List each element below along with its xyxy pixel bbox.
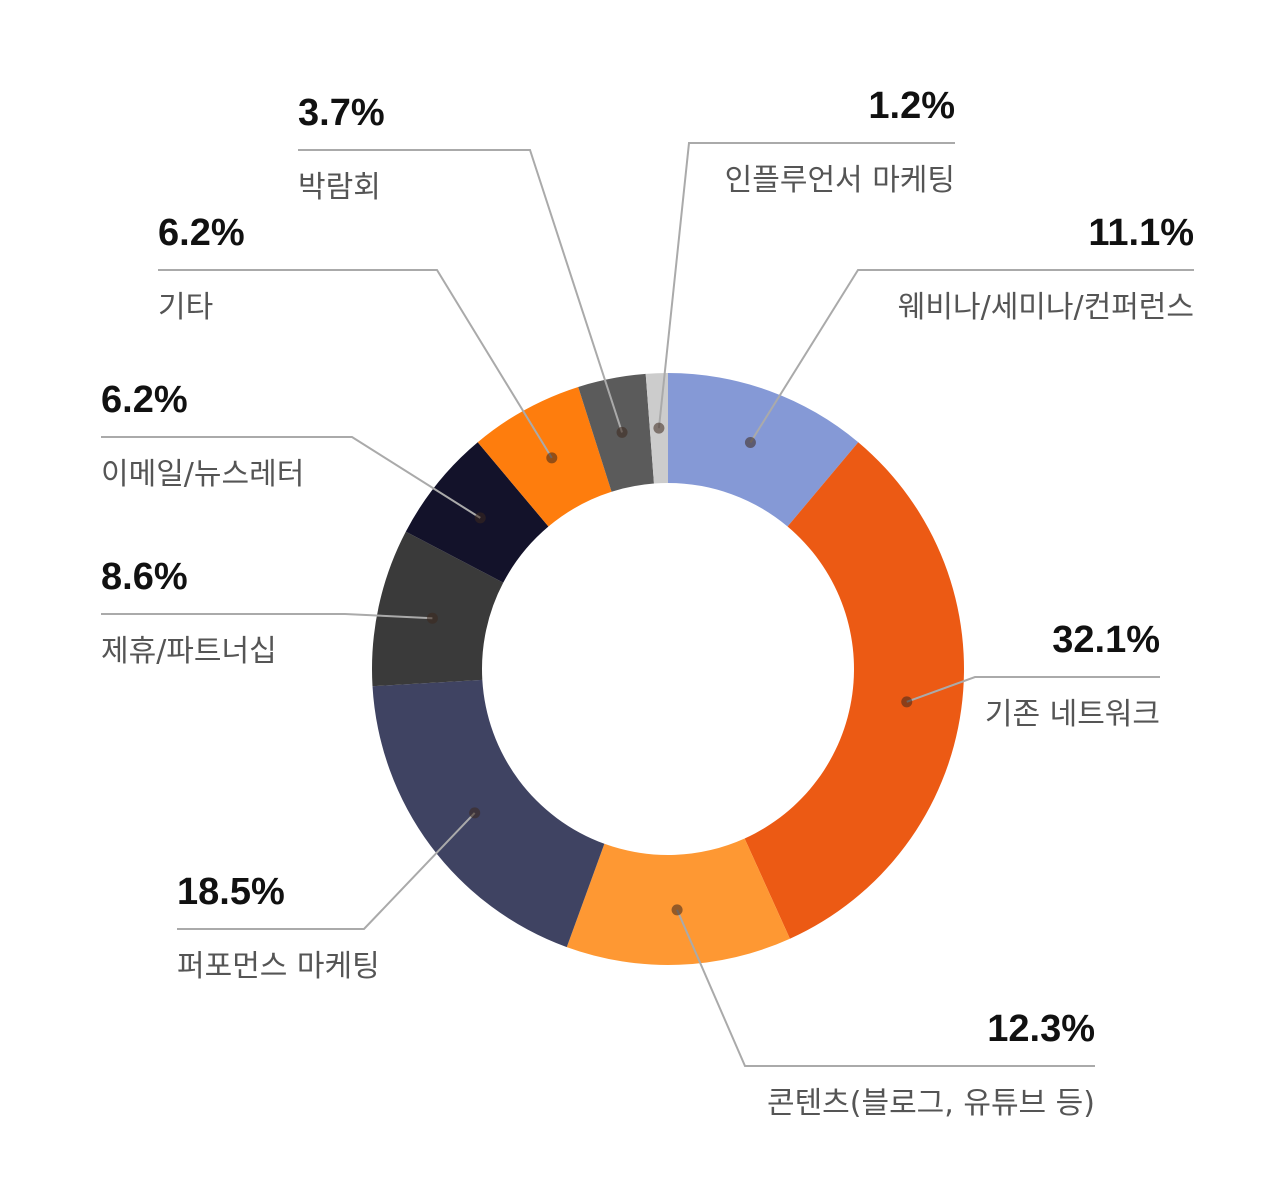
leader-line — [906, 676, 1160, 703]
leader-dot — [671, 904, 683, 916]
slice — [372, 531, 504, 687]
slice-percent: 12.3% — [987, 1008, 1095, 1050]
slice — [405, 442, 549, 583]
leader-line — [177, 812, 476, 930]
leader-dot — [474, 512, 486, 524]
slice — [372, 679, 605, 948]
slice — [668, 373, 859, 527]
slice-percent: 18.5% — [177, 871, 285, 913]
leader-dot — [744, 437, 756, 449]
labels: 11.1% 웨비나/세미나/컨퍼런스 32.1% 기존 네트워크 12.3% 콘텐츠(블로… — [101, 85, 1194, 1121]
slice — [566, 838, 790, 965]
leader-line — [101, 436, 481, 519]
slice-label: 제휴/파트너십 — [101, 634, 277, 669]
slice-label: 콘텐츠(블로그, 유튜브 등) — [767, 1086, 1095, 1121]
leader-dot — [546, 452, 558, 464]
leader-line — [101, 613, 433, 620]
slice-label: 기타 — [158, 290, 213, 325]
slice-percent: 6.2% — [101, 379, 188, 421]
leader-line — [158, 269, 553, 459]
slice-label: 퍼포먼스 마케팅 — [177, 949, 380, 984]
leader-lines — [101, 142, 1194, 1067]
slice — [744, 442, 964, 939]
leader-dot — [901, 696, 913, 708]
slice-label: 박람회 — [298, 170, 381, 205]
leader-line — [657, 142, 955, 429]
slice-percent: 3.7% — [298, 92, 385, 134]
leader-line — [749, 269, 1194, 444]
slice-label: 웨비나/세미나/컨퍼런스 — [898, 290, 1194, 325]
slice-percent: 11.1% — [1088, 212, 1194, 254]
slice-label: 기존 네트워크 — [985, 697, 1160, 732]
slice-label: 인플루언서 마케팅 — [725, 163, 955, 198]
slice — [578, 373, 654, 492]
slice-percent: 6.2% — [158, 212, 245, 254]
leader-dot — [426, 612, 438, 624]
slice-percent: 8.6% — [101, 556, 188, 598]
leader-dot — [469, 807, 481, 819]
slice-label: 이메일/뉴스레터 — [101, 457, 304, 492]
slice-percent: 1.2% — [868, 85, 955, 127]
leader-line — [676, 909, 1095, 1067]
slice-percent: 32.1% — [1052, 619, 1160, 661]
slice — [477, 386, 612, 527]
leader-dot — [653, 422, 665, 434]
slices — [372, 373, 964, 965]
leader-dot — [616, 426, 628, 438]
leader-line — [298, 149, 624, 433]
